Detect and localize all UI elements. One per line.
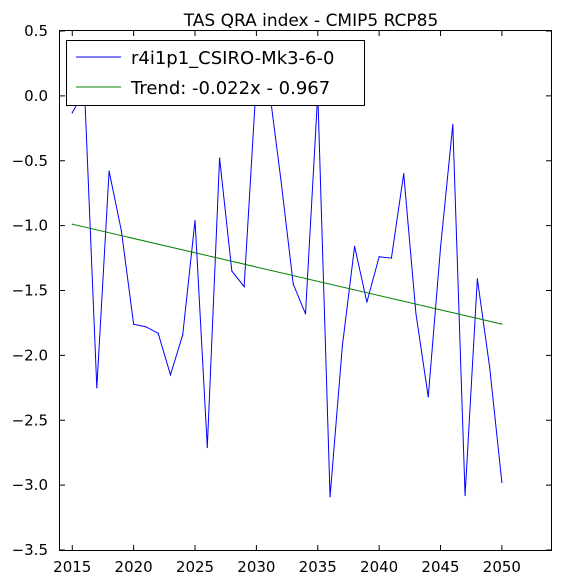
data-point — [329, 496, 331, 498]
x-tick-label: 2040 — [360, 558, 398, 576]
y-tick-label: −1.0 — [12, 217, 48, 235]
data-point — [452, 123, 454, 126]
plot-area: 2015 2020 2025 2030 2035 2040 2045 2050 0.5 0.0 −0… — [12, 22, 552, 576]
y-tick-label: −1.5 — [12, 282, 48, 300]
chart-title: TAS QRA index - CMIP5 RCP85 — [183, 11, 439, 31]
y-tick-label: −3.0 — [12, 476, 48, 494]
data-point — [304, 313, 307, 315]
legend-label-trend: Trend: -0.022x - 0.967 — [130, 78, 330, 99]
data-point — [378, 256, 380, 258]
legend: r4i1p1_CSIRO-Mk3-6-0 Trend: -0.022x - 0.… — [66, 40, 365, 106]
data-point — [133, 323, 135, 325]
x-tick-label: 2045 — [421, 558, 459, 576]
x-tick-label: 2035 — [299, 558, 337, 576]
legend-label-model: r4i1p1_CSIRO-Mk3-6-0 — [131, 48, 334, 69]
data-point — [194, 219, 196, 222]
data-point — [182, 334, 184, 336]
y-tick-label: 0.5 — [24, 22, 48, 40]
data-point — [169, 374, 172, 376]
y-tick-label: −0.5 — [12, 152, 48, 170]
data-point — [243, 286, 245, 288]
data-point — [489, 366, 491, 368]
data-point — [145, 326, 147, 328]
ticks-layer: 2015 2020 2025 2030 2035 2040 2045 2050 0.5 0.0 −0… — [12, 22, 551, 576]
y-tick-label: −3.5 — [12, 541, 48, 559]
x-tick-label: 2025 — [176, 558, 214, 576]
data-point — [71, 223, 73, 225]
data-point — [415, 313, 417, 315]
y-tick-label: 0.0 — [24, 87, 48, 105]
data-point — [427, 396, 429, 398]
data-point — [108, 170, 110, 172]
data-point — [71, 112, 73, 114]
data-point — [280, 179, 282, 181]
data-point — [354, 245, 356, 247]
axis-frame — [59, 30, 552, 551]
y-tick-label: −2.5 — [12, 411, 48, 429]
x-tick-label: 2020 — [115, 558, 153, 576]
data-point — [390, 257, 393, 259]
data-point — [501, 323, 503, 325]
data-point — [366, 301, 368, 303]
y-tick-label: −2.0 — [12, 346, 48, 364]
data-point — [439, 247, 442, 249]
data-point — [96, 387, 98, 389]
data-point — [206, 446, 208, 449]
data-point — [231, 270, 233, 272]
data-point — [218, 157, 221, 159]
legend-box — [66, 40, 365, 106]
data-point — [464, 494, 466, 497]
data-point — [120, 230, 122, 232]
x-tick-label: 2050 — [483, 558, 521, 576]
data-point — [403, 173, 405, 175]
data-point — [501, 481, 503, 484]
data-point — [292, 283, 294, 285]
data-point — [341, 345, 343, 347]
x-tick-label: 2030 — [237, 558, 275, 576]
data-point — [476, 278, 478, 280]
data-point — [157, 332, 159, 334]
series-line-0 — [71, 79, 503, 497]
series-line-1 — [72, 223, 503, 325]
x-tick-label: 2015 — [53, 558, 91, 576]
